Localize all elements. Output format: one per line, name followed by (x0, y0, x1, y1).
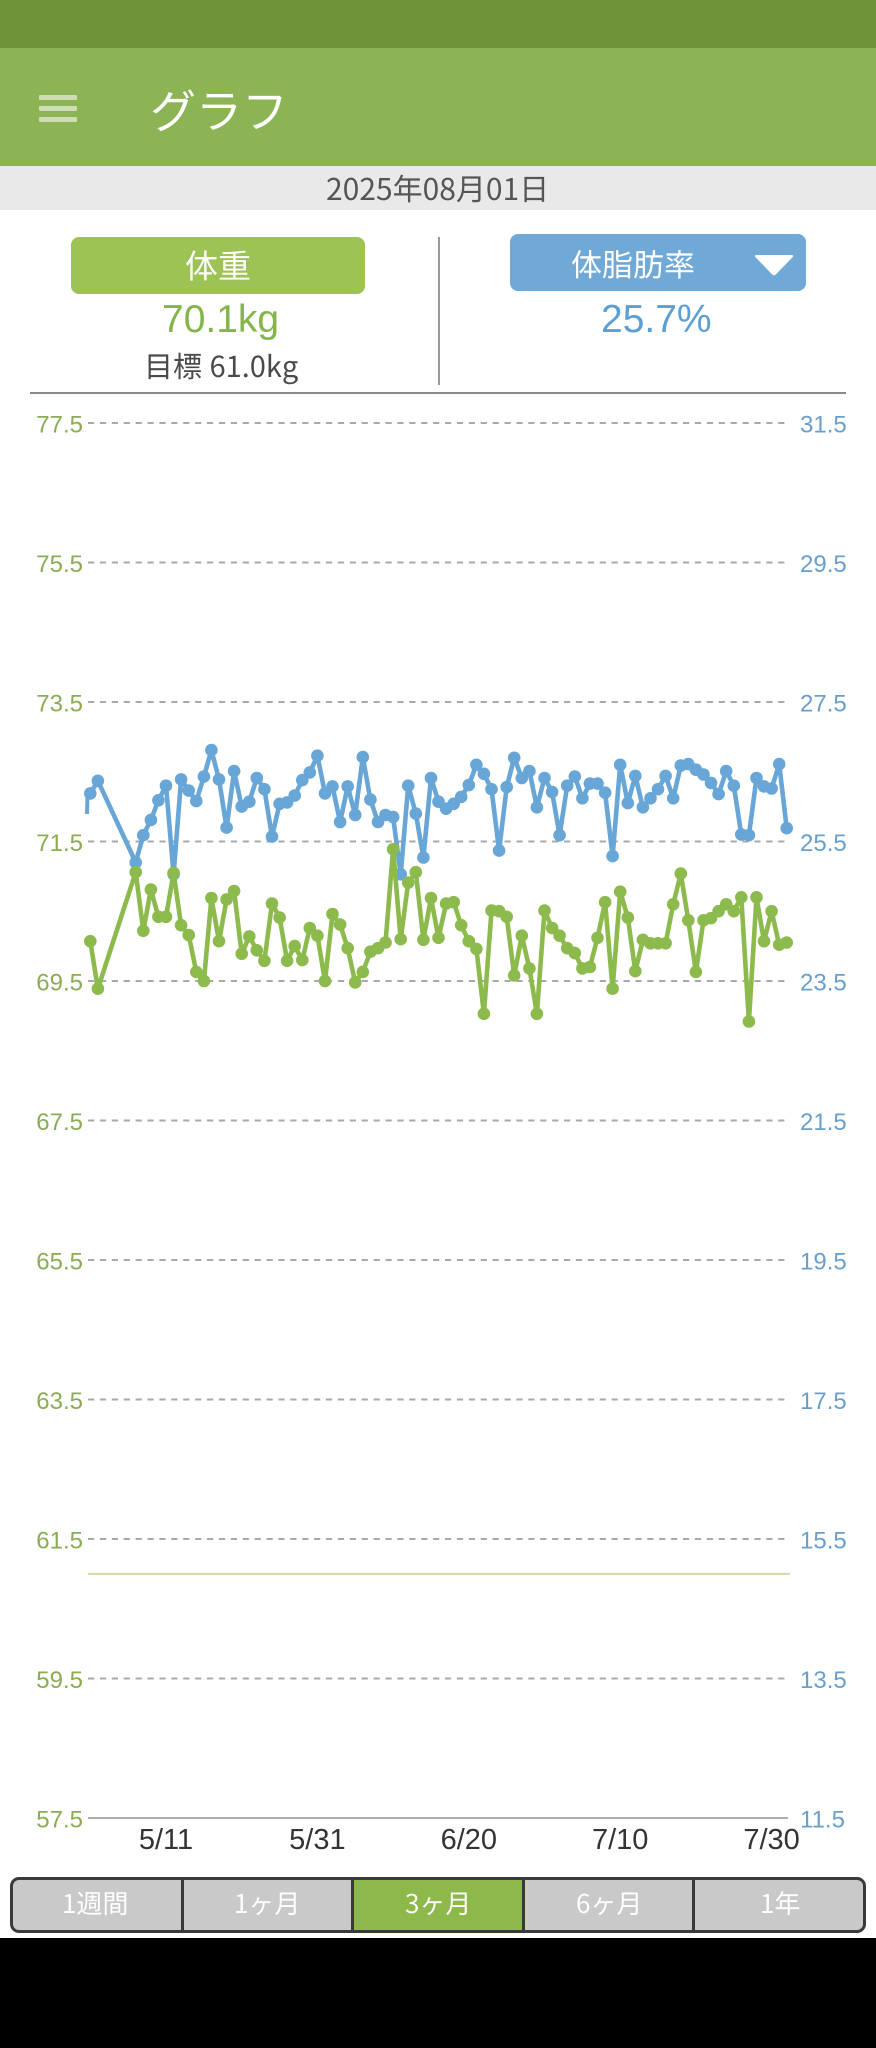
svg-text:27.5: 27.5 (800, 691, 847, 718)
svg-text:57.5: 57.5 (36, 1807, 83, 1834)
svg-text:15.5: 15.5 (800, 1528, 847, 1555)
svg-text:17.5: 17.5 (800, 1388, 847, 1415)
svg-text:71.5: 71.5 (36, 830, 83, 857)
svg-text:59.5: 59.5 (36, 1667, 83, 1694)
svg-text:19.5: 19.5 (800, 1249, 847, 1276)
svg-text:25.5: 25.5 (800, 830, 847, 857)
svg-text:5/11: 5/11 (139, 1824, 193, 1856)
svg-text:5/31: 5/31 (289, 1824, 345, 1856)
svg-text:73.5: 73.5 (36, 691, 83, 718)
svg-text:11.5: 11.5 (800, 1807, 845, 1834)
svg-text:65.5: 65.5 (36, 1249, 83, 1276)
svg-text:61.5: 61.5 (36, 1528, 83, 1555)
svg-text:63.5: 63.5 (36, 1388, 83, 1415)
svg-text:75.5: 75.5 (36, 551, 83, 578)
svg-text:69.5: 69.5 (36, 970, 83, 997)
svg-text:77.5: 77.5 (36, 412, 83, 439)
svg-text:6/20: 6/20 (441, 1824, 497, 1856)
svg-text:67.5: 67.5 (36, 1109, 83, 1136)
svg-text:23.5: 23.5 (800, 970, 847, 997)
svg-text:31.5: 31.5 (800, 412, 847, 439)
svg-text:13.5: 13.5 (800, 1667, 847, 1694)
svg-text:7/10: 7/10 (592, 1824, 648, 1856)
svg-text:7/30: 7/30 (743, 1824, 799, 1856)
svg-text:29.5: 29.5 (800, 551, 847, 578)
svg-text:21.5: 21.5 (800, 1109, 847, 1136)
